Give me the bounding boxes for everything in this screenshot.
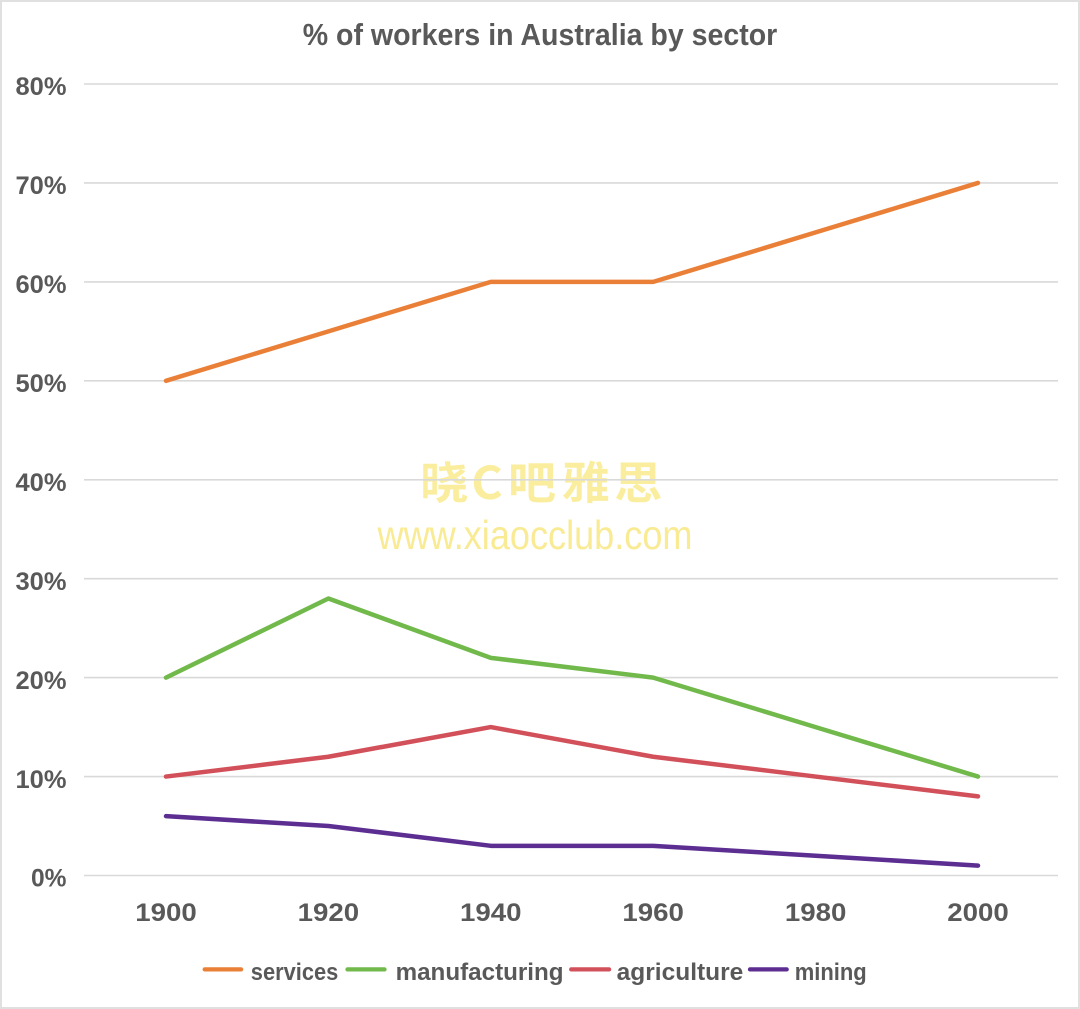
svg-text:60%: 60% (16, 271, 67, 299)
svg-text:10%: 10% (16, 766, 67, 794)
svg-text:1920: 1920 (298, 899, 360, 927)
svg-text:70%: 70% (16, 172, 67, 200)
svg-text:1900: 1900 (135, 899, 197, 927)
svg-text:2000: 2000 (947, 899, 1009, 927)
svg-text:services: services (251, 959, 338, 986)
svg-text:mining: mining (795, 959, 867, 986)
svg-text:% of workers in Australia by s: % of workers in Australia by sector (303, 17, 778, 52)
svg-text:1940: 1940 (460, 899, 522, 927)
svg-text:80%: 80% (16, 73, 67, 101)
svg-text:40%: 40% (16, 469, 67, 497)
svg-text:1960: 1960 (622, 899, 684, 927)
svg-text:manufacturing: manufacturing (396, 959, 564, 986)
svg-text:50%: 50% (16, 370, 67, 398)
svg-text:agriculture: agriculture (617, 959, 744, 986)
svg-text:0%: 0% (31, 865, 67, 893)
svg-text:www.xiaocclub.com: www.xiaocclub.com (377, 512, 693, 558)
svg-text:1980: 1980 (785, 899, 847, 927)
svg-text:20%: 20% (16, 667, 67, 695)
svg-text:30%: 30% (16, 568, 67, 596)
